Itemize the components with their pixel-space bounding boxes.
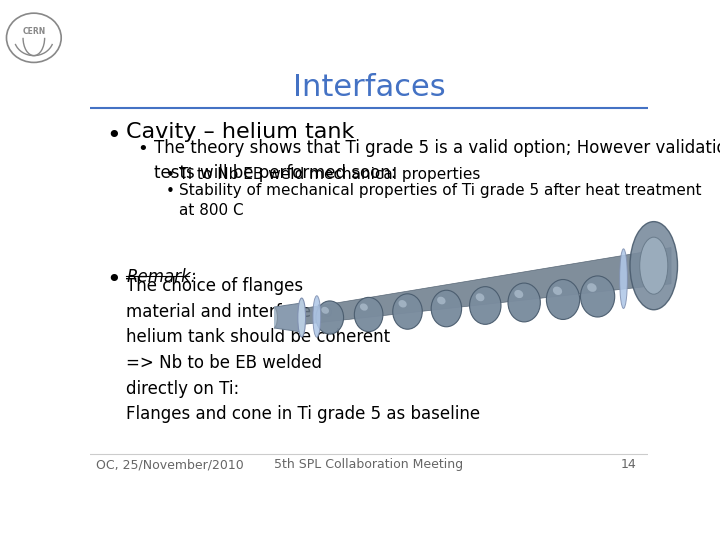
- Ellipse shape: [587, 283, 597, 292]
- Ellipse shape: [437, 296, 446, 305]
- Ellipse shape: [514, 290, 523, 298]
- Ellipse shape: [546, 280, 580, 320]
- Ellipse shape: [316, 301, 343, 334]
- Ellipse shape: [620, 249, 627, 308]
- Text: The theory shows that Ti grade 5 is a valid option; However validation
tests wil: The theory shows that Ti grade 5 is a va…: [154, 139, 720, 181]
- Text: •: •: [138, 140, 148, 158]
- Ellipse shape: [580, 276, 615, 317]
- Ellipse shape: [393, 294, 422, 329]
- Ellipse shape: [321, 307, 329, 314]
- Ellipse shape: [630, 221, 678, 310]
- Text: •: •: [166, 184, 174, 199]
- Ellipse shape: [431, 290, 462, 327]
- Text: •: •: [107, 268, 122, 292]
- Ellipse shape: [398, 300, 407, 307]
- Text: Ti to Nb EB weld mechanical properties: Ti to Nb EB weld mechanical properties: [179, 167, 481, 182]
- Text: Cavity – helium tank: Cavity – helium tank: [126, 122, 355, 142]
- Text: 5th SPL Collaboration Meeting: 5th SPL Collaboration Meeting: [274, 458, 464, 471]
- Ellipse shape: [476, 293, 485, 301]
- Text: Interfaces: Interfaces: [293, 73, 445, 102]
- Text: CERN: CERN: [22, 27, 45, 36]
- Text: •: •: [166, 168, 174, 183]
- Ellipse shape: [354, 298, 383, 332]
- Ellipse shape: [553, 287, 562, 295]
- Text: •: •: [107, 124, 122, 148]
- Ellipse shape: [270, 307, 277, 328]
- Ellipse shape: [298, 298, 305, 337]
- Text: OC, 25/November/2010: OC, 25/November/2010: [96, 458, 243, 471]
- Ellipse shape: [360, 303, 368, 310]
- Polygon shape: [295, 247, 671, 325]
- Ellipse shape: [313, 296, 320, 337]
- Text: Stability of mechanical properties of Ti grade 5 after heat treatment
at 800 C: Stability of mechanical properties of Ti…: [179, 183, 702, 218]
- Ellipse shape: [469, 287, 501, 325]
- Ellipse shape: [508, 283, 540, 322]
- Text: 14: 14: [621, 458, 637, 471]
- Text: Remark:: Remark:: [126, 268, 197, 286]
- Ellipse shape: [640, 237, 668, 294]
- Text: The choice of flanges
material and interface to
helium tank should be coherent
=: The choice of flanges material and inter…: [126, 277, 480, 423]
- Polygon shape: [274, 303, 302, 332]
